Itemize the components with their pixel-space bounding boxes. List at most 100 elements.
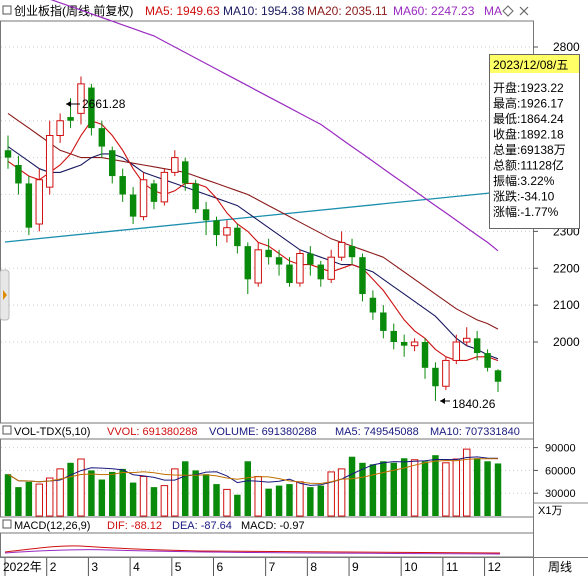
candle[interactable]	[275, 249, 283, 276]
candle[interactable]	[213, 216, 220, 247]
volume-bar[interactable]	[25, 481, 33, 516]
volume-bar[interactable]	[244, 461, 252, 516]
macd-expand-icon[interactable]	[2, 519, 12, 529]
candle[interactable]	[98, 120, 106, 158]
volume-bar[interactable]	[296, 481, 304, 517]
candle[interactable]	[348, 238, 356, 265]
candle[interactable]	[25, 176, 33, 236]
ma-more-label[interactable]: MA	[484, 4, 502, 18]
volume-bar[interactable]	[223, 488, 231, 517]
candle[interactable]	[380, 305, 387, 339]
volume-bar[interactable]	[369, 464, 377, 516]
candle[interactable]	[410, 338, 419, 352]
volume-bar[interactable]	[88, 470, 95, 516]
candle[interactable]	[4, 135, 12, 169]
volume-bar[interactable]	[432, 455, 439, 516]
period-label[interactable]: 周线	[548, 560, 572, 574]
volume-bar[interactable]	[35, 483, 44, 517]
volume-bar[interactable]	[307, 487, 314, 516]
volume-bar[interactable]	[337, 468, 346, 517]
volume-bar[interactable]	[171, 468, 179, 517]
candle[interactable]	[35, 168, 44, 232]
candle[interactable]	[45, 120, 54, 195]
candle[interactable]	[77, 76, 85, 125]
volume-bar[interactable]	[380, 461, 387, 516]
candle[interactable]	[265, 238, 272, 265]
volume-bar[interactable]	[67, 462, 74, 516]
volume-bar[interactable]	[4, 474, 12, 516]
volume-bar[interactable]	[160, 485, 169, 517]
volume-bar[interactable]	[286, 484, 293, 516]
candle[interactable]	[150, 179, 158, 210]
candle[interactable]	[296, 249, 304, 287]
candle[interactable]	[286, 257, 293, 287]
volume-bar[interactable]	[202, 474, 210, 516]
volume-bar[interactable]	[494, 463, 502, 516]
candle[interactable]	[56, 113, 64, 143]
candle[interactable]	[494, 369, 502, 393]
candle[interactable]	[15, 155, 22, 195]
volume-bar[interactable]	[390, 462, 397, 516]
volume-bar[interactable]	[56, 468, 64, 517]
candle[interactable]	[317, 260, 324, 287]
volume-bar[interactable]	[452, 458, 461, 517]
volume-bar[interactable]	[359, 462, 366, 516]
candle[interactable]	[202, 201, 210, 236]
volume-bar[interactable]	[410, 459, 419, 517]
candle[interactable]	[307, 246, 314, 276]
volume-bar[interactable]	[192, 470, 199, 516]
candle[interactable]	[223, 220, 231, 243]
candle[interactable]	[160, 168, 169, 206]
candle[interactable]	[359, 253, 366, 302]
volume-bar[interactable]	[473, 458, 481, 516]
candle[interactable]	[462, 327, 471, 346]
candle[interactable]	[473, 330, 481, 361]
volume-bar[interactable]	[109, 471, 116, 516]
expand-icon[interactable]	[2, 5, 12, 15]
candle[interactable]	[234, 224, 241, 254]
close-icon[interactable]	[519, 6, 529, 16]
volume-bar[interactable]	[462, 448, 471, 517]
volume-bar[interactable]	[421, 461, 429, 516]
candle[interactable]	[484, 349, 491, 372]
chevron-right-icon[interactable]	[3, 290, 7, 300]
volume-bar[interactable]	[213, 484, 220, 516]
ma5-label[interactable]: MA5: 1949.63	[145, 4, 220, 18]
volume-bar[interactable]	[234, 494, 241, 516]
candle[interactable]	[88, 83, 95, 136]
volume-bar[interactable]	[442, 462, 450, 517]
volume-bar[interactable]	[348, 456, 356, 516]
ma10-label[interactable]: MA10: 1954.38	[223, 4, 305, 18]
volume-bar[interactable]	[317, 485, 324, 516]
volume-bar[interactable]	[182, 461, 189, 516]
volume-bar[interactable]	[15, 487, 22, 516]
candle[interactable]	[139, 172, 148, 221]
diamond-icon[interactable]	[502, 5, 514, 17]
candle[interactable]	[244, 242, 252, 295]
volume-bar[interactable]	[327, 471, 335, 517]
volume-bar[interactable]	[400, 458, 408, 516]
candle[interactable]	[254, 242, 262, 287]
volume-bar[interactable]	[129, 482, 137, 516]
volume-expand-icon[interactable]	[2, 425, 12, 435]
ma60-label[interactable]: MA60: 2247.23	[393, 4, 475, 18]
candle[interactable]	[171, 150, 179, 177]
candle[interactable]	[421, 338, 429, 379]
volume-bar[interactable]	[254, 475, 262, 517]
volume-bar[interactable]	[119, 468, 126, 516]
candle[interactable]	[432, 362, 439, 401]
candle[interactable]	[452, 334, 461, 365]
volume-bar[interactable]	[150, 487, 158, 516]
volume-bar[interactable]	[98, 479, 106, 516]
ma20-label[interactable]: MA20: 2035.11	[307, 4, 388, 18]
volume-bar[interactable]	[77, 458, 85, 517]
candle[interactable]	[119, 168, 126, 202]
candle[interactable]	[182, 157, 189, 191]
volume-bar[interactable]	[484, 461, 491, 516]
volume-bar[interactable]	[275, 485, 283, 516]
volume-bar[interactable]	[265, 488, 272, 516]
volume-bar[interactable]	[139, 475, 148, 517]
candle[interactable]	[390, 323, 397, 350]
candle[interactable]	[337, 231, 346, 261]
volume-bar[interactable]	[45, 477, 54, 517]
